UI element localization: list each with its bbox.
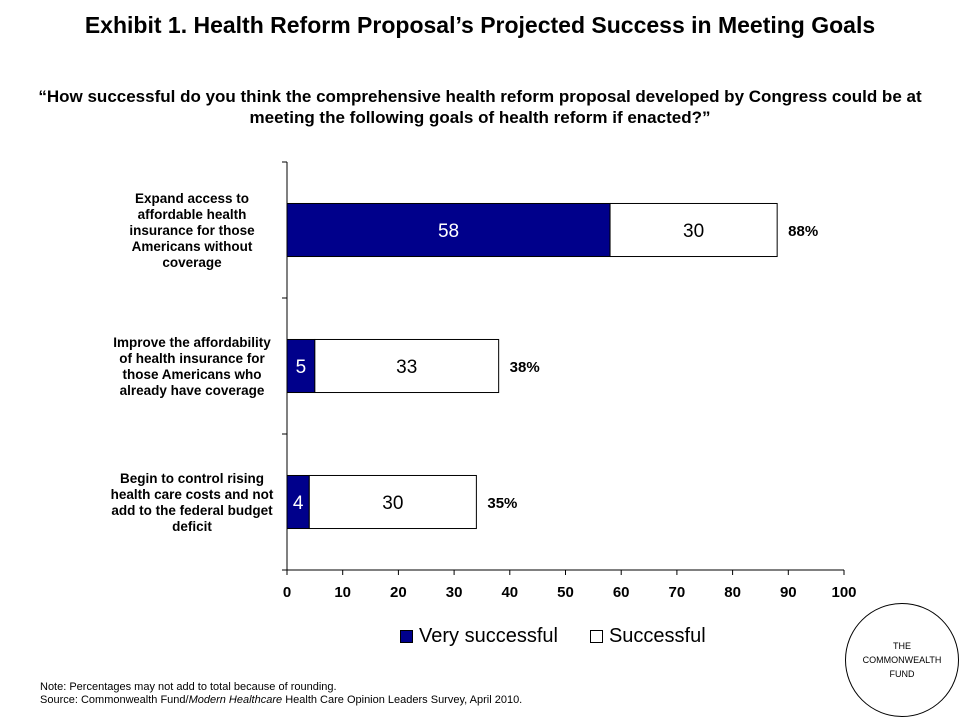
commonwealth-fund-logo: THE COMMONWEALTH FUND (845, 603, 959, 717)
data-label: 30 (683, 221, 704, 242)
bar-very-successful (286, 338, 316, 394)
chart-legend: Very successful Successful (400, 624, 738, 648)
chart-subtitle: “How successful do you think the compreh… (38, 87, 922, 127)
legend-item-successful: Successful (589, 624, 706, 648)
x-tick-label: 0 (283, 584, 291, 601)
category-label-line: Expand access to (135, 191, 249, 206)
page-title: Exhibit 1. Health Reform Proposal’s Proj… (84, 12, 876, 38)
x-tick-label: 10 (334, 584, 351, 601)
total-label: 88% (788, 223, 818, 240)
category-label-line: add to the federal budget (111, 503, 273, 518)
data-label: 5 (296, 357, 307, 378)
x-tick-label: 50 (557, 584, 574, 601)
logo-line-2: COMMONWEALTH (862, 655, 942, 665)
bar-successful (609, 202, 778, 258)
data-label: 4 (293, 493, 304, 514)
category-label-line: deficit (172, 519, 212, 534)
data-label: 30 (382, 493, 403, 514)
category-label-line: Improve the affordability (113, 335, 271, 350)
x-tick-label: 100 (831, 584, 856, 601)
category-label-line: those Americans who (122, 367, 261, 382)
bar-chart: 0 10 20 30 40 50 60 70 80 90 100 Expand access to af… (111, 161, 857, 601)
x-tick-label: 80 (724, 584, 741, 601)
x-tick-label: 70 (669, 584, 686, 601)
category-label-line: health care costs and not (111, 487, 274, 502)
legend-label-successful: Successful (608, 624, 706, 647)
data-label: 33 (396, 357, 417, 378)
x-tick-label: 40 (501, 584, 518, 601)
x-tick-label: 60 (613, 584, 630, 601)
category-label-line: Americans without (132, 239, 253, 254)
total-label: 38% (510, 359, 540, 376)
source-prefix: Source: Commonwealth Fund/ (40, 694, 189, 706)
logo-line-3: FUND (889, 669, 915, 679)
legend-item-very-successful: Very successful (400, 625, 558, 648)
legend-swatch-very-successful (400, 629, 413, 643)
category-label-line: insurance for those (129, 223, 255, 238)
x-tick-label: 20 (390, 584, 407, 601)
category-label-line: affordable health (138, 207, 247, 222)
category-label-line: coverage (162, 255, 222, 270)
note-text: Note: Percentages may not add to total b… (40, 681, 337, 693)
bar-very-successful (286, 202, 611, 258)
category-label-line: of health insurance for (119, 351, 265, 366)
category-label-line: already have coverage (120, 383, 265, 398)
category-label-line: Begin to control rising (120, 471, 264, 486)
source-suffix: Health Care Opinion Leaders Survey, Apri… (282, 694, 523, 706)
data-label: 58 (438, 221, 459, 242)
bar-successful (308, 474, 477, 530)
logo-line-1: THE (893, 641, 911, 651)
legend-swatch-successful (589, 629, 603, 643)
x-tick-label: 90 (780, 584, 797, 601)
legend-label-very-successful: Very successful (419, 624, 558, 647)
total-label: 35% (487, 495, 517, 512)
category-label: Improve the affordability of health insur… (113, 335, 271, 398)
source-text: Source: Commonwealth Fund/Modern Healthc… (40, 694, 522, 707)
source-italic: Modern Healthcare (188, 694, 283, 706)
category-label: Begin to control rising health care costs… (111, 471, 274, 534)
footnote: Note: Percentages may not add to total b… (40, 681, 522, 707)
x-tick-label: 30 (446, 584, 463, 601)
category-label: Expand access to affordable health insuran… (129, 191, 255, 270)
bar-successful (314, 338, 500, 394)
